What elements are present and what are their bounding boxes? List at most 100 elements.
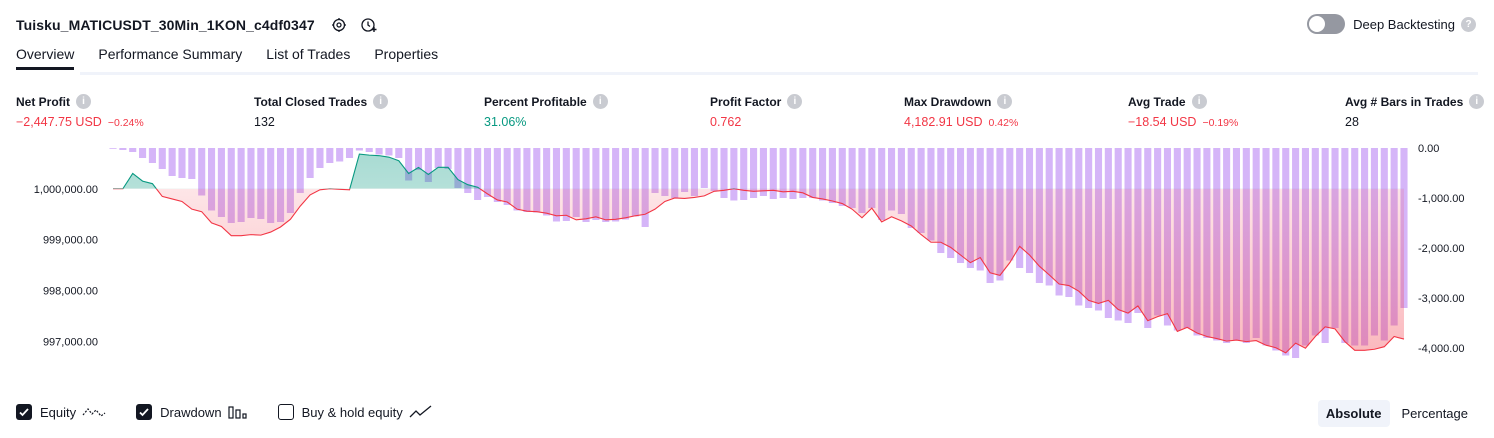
drawdown-bar xyxy=(523,148,531,212)
drawdown-checkbox[interactable] xyxy=(136,404,153,420)
equity-line xyxy=(113,153,1405,354)
drawdown-bar xyxy=(336,148,344,162)
drawdown-bar xyxy=(454,148,462,188)
drawdown-bar xyxy=(513,148,521,211)
tab-list-of-trades[interactable]: List of Trades xyxy=(266,46,351,62)
legend-label: Drawdown xyxy=(160,404,222,420)
stat-value: 31.06% xyxy=(484,115,527,129)
stat-avg-trade: Avg Trade i −18.54 USD −0.19% xyxy=(1128,94,1238,129)
legend-label: Buy & hold equity xyxy=(301,404,403,420)
drawdown-bar xyxy=(552,148,561,222)
drawdown-bar xyxy=(139,148,147,158)
drawdown-bar xyxy=(414,148,423,170)
chart-legend: Equity Drawdown Buy & hold equity xyxy=(16,404,463,420)
drawdown-bar xyxy=(809,148,817,198)
drawdown-bar xyxy=(750,148,758,198)
drawdown-bar xyxy=(730,148,738,201)
equity-checkbox[interactable] xyxy=(16,404,32,420)
stat-value: −18.54 USD xyxy=(1128,115,1197,129)
info-icon[interactable]: i xyxy=(76,94,91,109)
stat-percent: 0.42% xyxy=(988,117,1019,129)
drawdown-bar xyxy=(690,148,698,196)
drawdown-bar xyxy=(828,148,836,203)
drawdown-bar xyxy=(612,148,620,222)
stat-label: Avg # Bars in Trades xyxy=(1345,94,1464,109)
drawdown-bar xyxy=(887,148,896,211)
strategy-name: Tuisku_MATICUSDT_30Min_1KON_c4df0347 xyxy=(16,17,315,33)
legend-label: Equity xyxy=(40,404,77,420)
info-icon[interactable]: i xyxy=(373,94,389,109)
drawdown-bar xyxy=(385,148,393,156)
drawdown-bar xyxy=(267,148,275,223)
drawdown-bar xyxy=(759,148,767,196)
deep-backtesting-toggle[interactable] xyxy=(1307,14,1346,34)
absolute-button[interactable]: Absolute xyxy=(1317,400,1390,427)
equity-drawdown-chart[interactable]: 1,000,000.00 999,000.00 998,000.00 997,000.… xyxy=(0,140,1494,370)
add-alert-icon[interactable] xyxy=(359,15,379,35)
info-icon[interactable]: i xyxy=(787,94,803,109)
info-icon[interactable]: i xyxy=(997,94,1013,109)
info-icon[interactable]: i xyxy=(592,94,608,109)
y-left-tick-label: 998,000.00 xyxy=(43,286,98,298)
y-right-tick-label: -2,000.00 xyxy=(1418,243,1464,255)
drawdown-bar xyxy=(562,148,570,221)
drawdown-bar xyxy=(365,148,373,152)
drawdown-bar xyxy=(631,148,639,217)
drawdown-bar xyxy=(405,148,413,181)
stat-label: Avg Trade xyxy=(1128,94,1186,109)
tab-overview[interactable]: Overview xyxy=(16,46,75,70)
value-mode-switch: Absolute Percentage xyxy=(1314,400,1476,427)
drawdown-bar xyxy=(208,148,216,211)
drawdown-bar xyxy=(819,148,827,201)
buy-hold-line-icon xyxy=(409,405,433,419)
legend-buy-hold[interactable]: Buy & hold equity xyxy=(277,404,433,420)
drawdown-bar xyxy=(710,148,718,191)
drawdown-bar xyxy=(355,148,363,151)
equity-line-icon xyxy=(82,405,106,419)
drawdown-bar xyxy=(848,148,856,208)
drawdown-bar xyxy=(424,148,432,182)
drawdown-bar xyxy=(227,148,235,223)
drawdown-bar xyxy=(533,148,541,213)
legend-drawdown[interactable]: Drawdown xyxy=(136,404,247,420)
drawdown-bar xyxy=(444,148,452,169)
y-right-tick-label: -3,000.00 xyxy=(1418,293,1464,305)
tab-properties[interactable]: Properties xyxy=(374,46,439,62)
drawdown-bar xyxy=(799,148,807,198)
drawdown-bar xyxy=(474,148,482,200)
drawdown-bar xyxy=(464,148,472,193)
help-icon[interactable]: ? xyxy=(1461,16,1476,32)
drawdown-bar xyxy=(148,148,156,163)
stat-label: Max Drawdown xyxy=(904,94,992,109)
drawdown-bar xyxy=(543,148,551,216)
drawdown-bar xyxy=(395,148,403,158)
equity-line-below xyxy=(113,188,1405,354)
chart-axes: 1,000,000.00 999,000.00 998,000.00 997,000.… xyxy=(34,143,1465,355)
drawdown-bar xyxy=(306,148,314,178)
drawdown-bar xyxy=(345,148,354,158)
equity-area-above xyxy=(113,154,1404,189)
percentage-button[interactable]: Percentage xyxy=(1401,406,1469,421)
legend-equity[interactable]: Equity xyxy=(16,404,106,420)
drawdown-bar xyxy=(119,148,127,150)
deep-backtesting-label: Deep Backtesting xyxy=(1353,16,1455,32)
drawdown-bar xyxy=(316,148,324,168)
stat-profit-factor: Profit Factor i 0.762 xyxy=(710,94,803,129)
equity-fill xyxy=(113,154,1404,353)
buy-hold-checkbox[interactable] xyxy=(277,404,294,420)
drawdown-bar xyxy=(503,148,511,205)
settings-gear-icon[interactable] xyxy=(329,15,349,35)
stat-max-drawdown: Max Drawdown i 4,182.91 USD 0.42% xyxy=(904,94,1018,129)
drawdown-bar xyxy=(641,148,649,227)
drawdown-bar xyxy=(434,148,442,168)
drawdown-bar xyxy=(276,148,285,222)
drawdown-bar xyxy=(198,148,206,196)
drawdown-bar xyxy=(907,148,915,228)
drawdown-bar xyxy=(700,148,708,188)
toggle-knob xyxy=(1309,16,1326,32)
tab-performance-summary[interactable]: Performance Summary xyxy=(98,46,243,62)
stat-value: −2,447.75 USD xyxy=(16,115,102,129)
info-icon[interactable]: i xyxy=(1191,94,1207,109)
drawdown-bar xyxy=(483,148,492,197)
info-icon[interactable]: i xyxy=(1469,94,1485,109)
